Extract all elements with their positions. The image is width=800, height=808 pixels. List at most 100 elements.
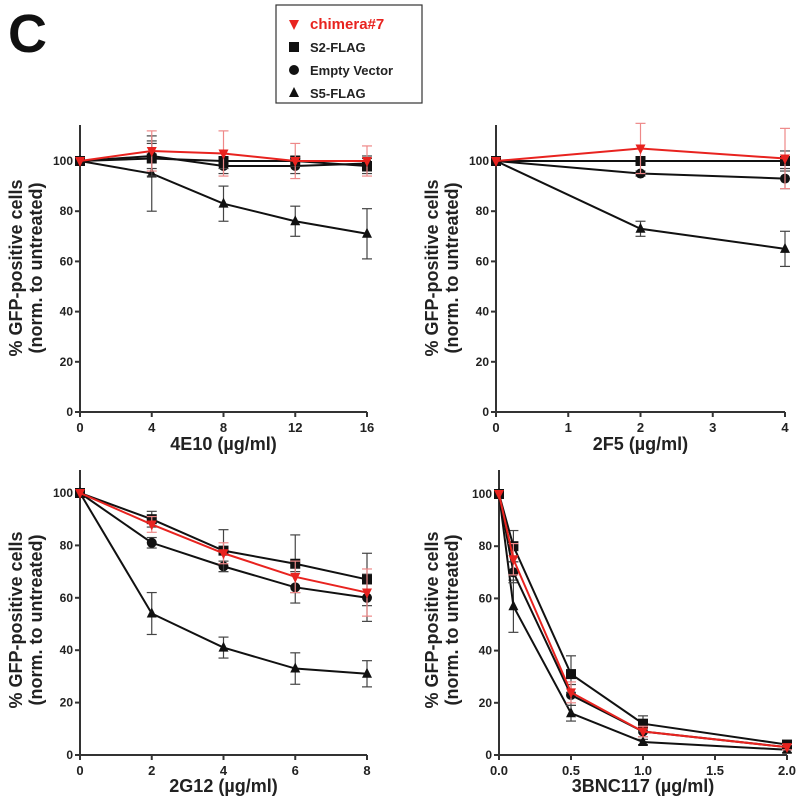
legend-label-0: chimera#7 [310, 16, 384, 33]
y-tick-label: 20 [476, 355, 490, 369]
legend-marker-inverted-triangle [289, 20, 299, 30]
data-point [75, 489, 85, 499]
data-point [566, 688, 576, 699]
chart-panel-1: 0 20 40 60 80 100 0 4 8 12 16 4E10 (µg/ml) % GFP-pos… [6, 125, 374, 454]
y-axis-label: % GFP-positive cells [6, 531, 26, 708]
data-point [635, 222, 646, 233]
data-point [290, 572, 301, 583]
series-chimera-7 [75, 489, 372, 617]
data-point [780, 242, 790, 253]
data-point [290, 662, 301, 673]
y-tick-label: 0 [482, 405, 489, 419]
x-tick-label: 8 [363, 763, 370, 778]
x-tick-label: 0.5 [562, 763, 580, 778]
y-tick-label: 40 [476, 305, 490, 319]
x-tick-label: 2 [148, 763, 155, 778]
data-point [780, 154, 790, 165]
y-tick-label: 80 [60, 204, 74, 218]
data-point [638, 718, 648, 729]
data-point [290, 215, 301, 226]
y-axis-label: % GFP-positive cells [422, 531, 442, 708]
series-line [498, 493, 788, 746]
data-point [362, 157, 372, 167]
data-point [218, 149, 229, 160]
y-axis-label-2: (norm. to untreated) [26, 183, 46, 354]
x-axis-label: 4E10 (µg/ml) [170, 434, 276, 454]
chart-panel-3: 0 20 40 60 80 100 0 2 4 6 8 2G12 (µg/ml) % GFP-posit… [6, 470, 372, 796]
y-axis-label: % GFP-positive cells [422, 179, 442, 356]
chart-panel-2: 0 20 40 60 80 100 0 1 2 3 4 2F5 (µg/ml) % GFP-positi… [422, 122, 790, 454]
legend: chimera#7 S2-FLAG Empty Vector S5-FLAG [275, 4, 423, 104]
y-tick-label: 60 [60, 254, 74, 268]
data-point [508, 600, 519, 611]
y-tick-label: 60 [60, 591, 74, 605]
y-tick-label: 40 [60, 305, 74, 319]
y-axis-label-2: (norm. to untreated) [442, 183, 462, 354]
data-point [635, 144, 646, 155]
data-point [146, 146, 157, 157]
x-tick-label: 0.0 [490, 763, 508, 778]
y-tick-label: 100 [53, 486, 73, 500]
data-point [566, 707, 576, 718]
legend-marker-square [289, 42, 299, 52]
x-tick-label: 6 [292, 763, 299, 778]
y-tick-label: 60 [476, 254, 490, 268]
y-tick-label: 40 [479, 644, 493, 658]
x-tick-label: 16 [360, 420, 374, 435]
y-tick-label: 40 [60, 643, 74, 657]
series-empty-vector [494, 489, 792, 753]
series-line [498, 493, 788, 751]
data-point [491, 157, 501, 167]
data-point [146, 607, 157, 618]
data-point [508, 555, 519, 566]
x-axis-label: 3BNC117 (µg/ml) [572, 776, 714, 796]
y-tick-label: 100 [469, 154, 489, 168]
y-axis-label-2: (norm. to untreated) [26, 535, 46, 706]
series-chimera-7 [494, 490, 792, 754]
x-axis-label: 2F5 (µg/ml) [593, 434, 688, 454]
y-tick-label: 80 [479, 539, 493, 553]
legend-label-3: S5-FLAG [310, 86, 366, 101]
y-tick-label: 0 [66, 405, 73, 419]
legend-box [275, 4, 423, 104]
x-tick-label: 2.0 [778, 763, 796, 778]
y-tick-label: 80 [60, 538, 74, 552]
series-line [498, 493, 788, 749]
data-point [638, 735, 648, 746]
x-tick-label: 4 [781, 420, 789, 435]
chart-panel-4: 0 20 40 60 80 100 0.0 0.5 1.0 1.5 2.0 3BNC117 (µg/m… [422, 470, 796, 796]
data-point [75, 157, 85, 167]
data-point [638, 727, 648, 738]
data-point [146, 537, 157, 548]
series-s5-flag [494, 488, 792, 754]
series-s5-flag [75, 487, 372, 688]
data-point [494, 490, 504, 500]
legend-label-2: Empty Vector [310, 63, 393, 78]
y-tick-label: 100 [53, 154, 73, 168]
y-tick-label: 20 [479, 696, 493, 710]
x-tick-label: 3 [709, 420, 716, 435]
data-point [218, 549, 229, 560]
legend-marker-circle [289, 65, 299, 75]
y-tick-label: 20 [60, 696, 74, 710]
data-point [566, 669, 576, 680]
x-tick-label: 8 [220, 420, 227, 435]
x-axis-label: 2G12 (µg/ml) [169, 776, 277, 796]
x-tick-label: 4 [220, 763, 228, 778]
x-tick-label: 1.5 [706, 763, 724, 778]
series-chimera-7 [491, 122, 790, 190]
x-tick-label: 2 [637, 420, 644, 435]
data-point [290, 157, 301, 167]
data-point [146, 520, 157, 531]
x-tick-label: 1.0 [634, 763, 652, 778]
panel-label: C [8, 4, 47, 64]
data-point [362, 227, 372, 238]
y-tick-label: 80 [476, 204, 490, 218]
x-tick-label: 12 [288, 420, 302, 435]
x-tick-label: 0 [76, 763, 83, 778]
y-tick-label: 20 [60, 355, 74, 369]
y-tick-label: 0 [66, 748, 73, 762]
x-tick-label: 1 [565, 420, 572, 435]
y-axis-label-2: (norm. to untreated) [442, 535, 462, 706]
